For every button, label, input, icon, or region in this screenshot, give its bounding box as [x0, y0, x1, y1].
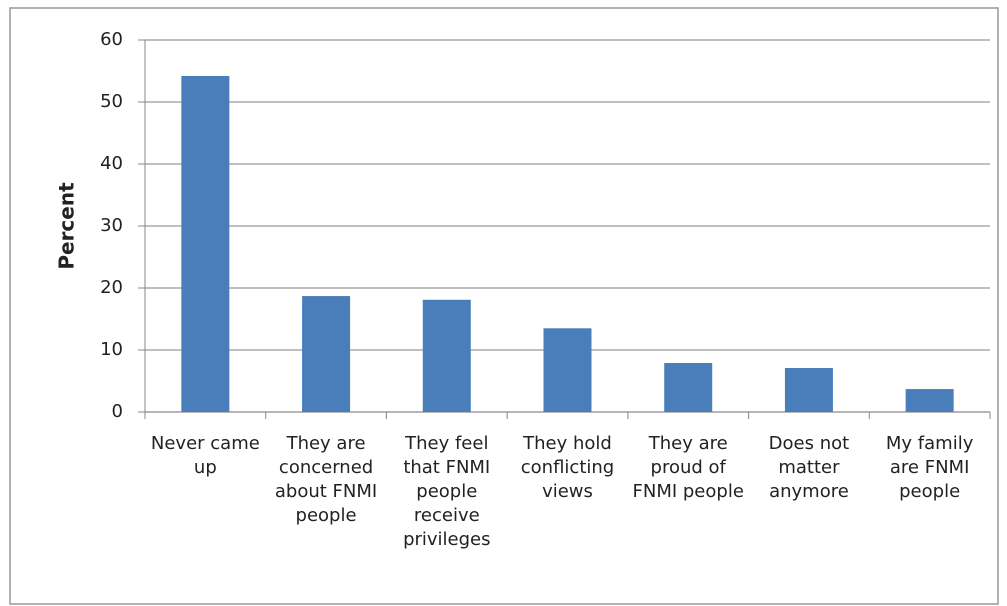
bar — [664, 363, 713, 412]
frame — [9, 7, 999, 605]
x-tick-label: They feel that FNMI people receive privi… — [403, 433, 491, 550]
y-tick-label: 50 — [100, 91, 123, 112]
x-tick-label: They are concerned about FNMI people — [274, 433, 378, 526]
bar — [422, 299, 471, 412]
y-tick-label: 10 — [100, 339, 123, 360]
y-tick-label: 20 — [100, 277, 123, 298]
x-tick-label: They are proud of FNMI people — [632, 433, 744, 502]
bar — [784, 367, 833, 412]
bar — [543, 328, 592, 412]
x-tick-label: They hold conflicting views — [520, 433, 615, 502]
y-tick-label: 30 — [100, 215, 123, 236]
y-tick-label: 60 — [100, 29, 123, 50]
bar — [905, 389, 954, 412]
y-axis-title: Percent — [55, 182, 79, 270]
x-tick-label: My family are FNMI people — [885, 433, 974, 502]
bar — [181, 75, 230, 413]
bar — [302, 296, 351, 412]
x-tick-label: Never came up — [150, 433, 260, 478]
y-tick-label: 0 — [112, 401, 123, 422]
x-tick-label: Does not matter anymore — [768, 433, 850, 502]
y-tick-label: 40 — [100, 153, 123, 174]
